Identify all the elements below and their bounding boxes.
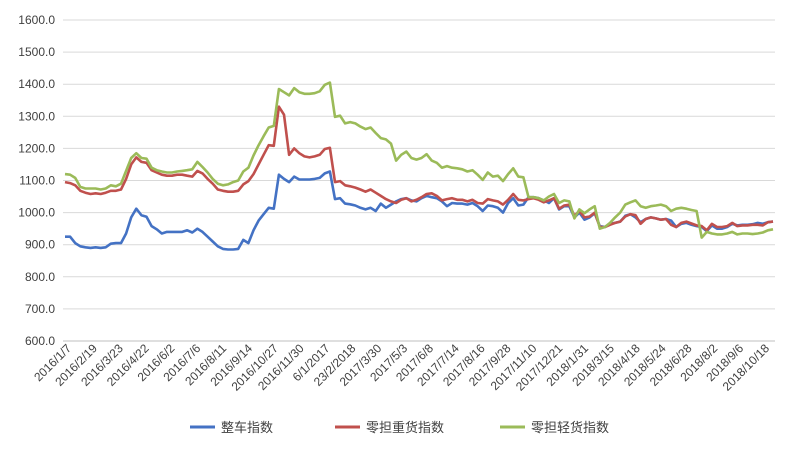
y-axis-tick-labels: 600.0 700.0 800.0 900.0 1000.0 1100.0 1200.0 13… [18,13,55,348]
legend: 整车指数 零担重货指数 零担轻货指数 [190,420,609,436]
y-tick-label: 900.0 [25,238,55,252]
y-tick-label: 1200.0 [18,141,55,155]
series-line-2 [64,105,774,232]
y-tick-label: 1400.0 [18,77,55,91]
series-line-3 [64,81,774,239]
y-tick-label: 800.0 [25,270,55,284]
y-tick-label: 1000.0 [18,206,55,220]
gridlines [63,19,775,310]
legend-label-1: 整车指数 [221,420,273,436]
y-tick-label: 1100.0 [19,174,55,188]
legend-label-3: 零担轻货指数 [531,420,609,436]
y-tick-label: 1500.0 [18,45,55,59]
y-tick-label: 700.0 [25,302,55,316]
legend-label-2: 零担重货指数 [366,420,444,436]
y-tick-label: 600.0 [25,334,55,348]
y-tick-label: 1600.0 [18,13,55,27]
series-lines [64,81,774,251]
y-tick-label: 1300.0 [18,109,55,123]
x-axis-tick-labels: 2016/1/72016/2/192016/3/232016/4/222016/… [31,341,772,394]
series-line-1 [65,170,774,251]
